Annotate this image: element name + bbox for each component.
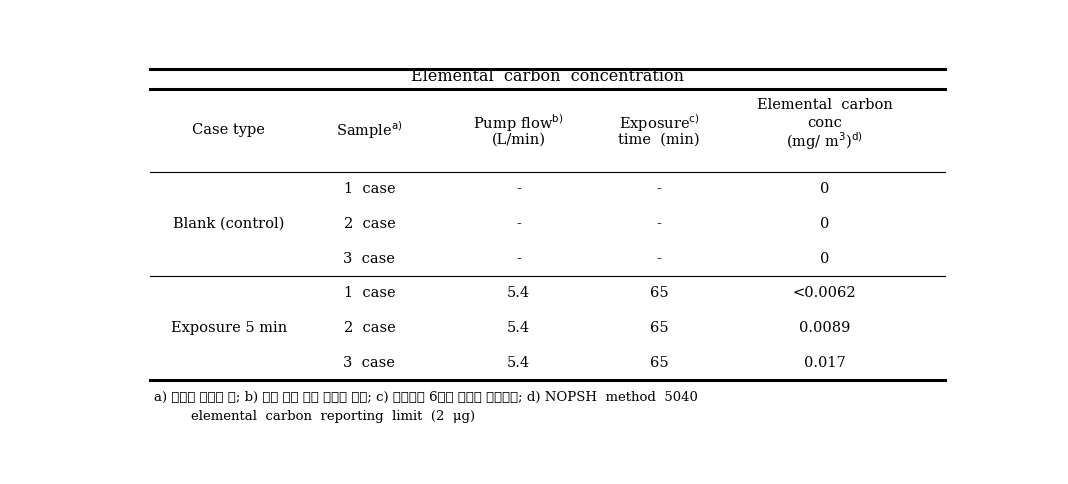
- Text: 0: 0: [820, 182, 830, 196]
- Text: Blank (control): Blank (control): [173, 217, 284, 231]
- Text: elemental  carbon  reporting  limit  (2  μg): elemental carbon reporting limit (2 μg): [191, 410, 475, 423]
- Text: Pump flow$^{\rm b)}$: Pump flow$^{\rm b)}$: [473, 113, 564, 135]
- Text: -: -: [516, 252, 521, 266]
- Text: 65: 65: [649, 356, 669, 370]
- Text: (L/min): (L/min): [491, 133, 546, 147]
- Text: time  (min): time (min): [618, 133, 700, 147]
- Text: -: -: [657, 182, 661, 196]
- Text: -: -: [657, 252, 661, 266]
- Text: 3  case: 3 case: [344, 252, 395, 266]
- Text: -: -: [657, 217, 661, 231]
- Text: 5.4: 5.4: [507, 356, 530, 370]
- Text: Case type: Case type: [192, 123, 265, 137]
- Text: 3  case: 3 case: [344, 356, 395, 370]
- Text: 2  case: 2 case: [344, 217, 395, 231]
- Text: 5.4: 5.4: [507, 321, 530, 335]
- Text: 0: 0: [820, 217, 830, 231]
- Text: 65: 65: [649, 287, 669, 301]
- Text: 1  case: 1 case: [344, 287, 395, 301]
- Text: 0.017: 0.017: [804, 356, 846, 370]
- Text: (mg/ m$^3$)$^{\rm d)}$: (mg/ m$^3$)$^{\rm d)}$: [786, 130, 863, 152]
- Text: <0.0062: <0.0062: [792, 287, 857, 301]
- Text: 0.0089: 0.0089: [799, 321, 850, 335]
- Text: a) 측정한 경우의 수; b) 측정 전과 후의 펜프의 보정; c) 노출하는 6시간 동안의 측정시간; d) NOPSH  method  5040: a) 측정한 경우의 수; b) 측정 전과 후의 펜프의 보정; c) 노출하…: [154, 391, 698, 404]
- Text: 65: 65: [649, 321, 669, 335]
- Text: Exposure$^{\rm c)}$: Exposure$^{\rm c)}$: [618, 113, 700, 135]
- Text: 0: 0: [820, 252, 830, 266]
- Text: 2  case: 2 case: [344, 321, 395, 335]
- Text: -: -: [516, 217, 521, 231]
- Text: -: -: [516, 182, 521, 196]
- Text: 1  case: 1 case: [344, 182, 395, 196]
- Text: Elemental  carbon: Elemental carbon: [757, 98, 893, 112]
- Text: Exposure 5 min: Exposure 5 min: [171, 321, 287, 335]
- Text: 5.4: 5.4: [507, 287, 530, 301]
- Text: Sample$^{\rm a)}$: Sample$^{\rm a)}$: [336, 120, 403, 141]
- Text: conc: conc: [807, 116, 842, 130]
- Text: Elemental  carbon  concentration: Elemental carbon concentration: [411, 68, 684, 85]
